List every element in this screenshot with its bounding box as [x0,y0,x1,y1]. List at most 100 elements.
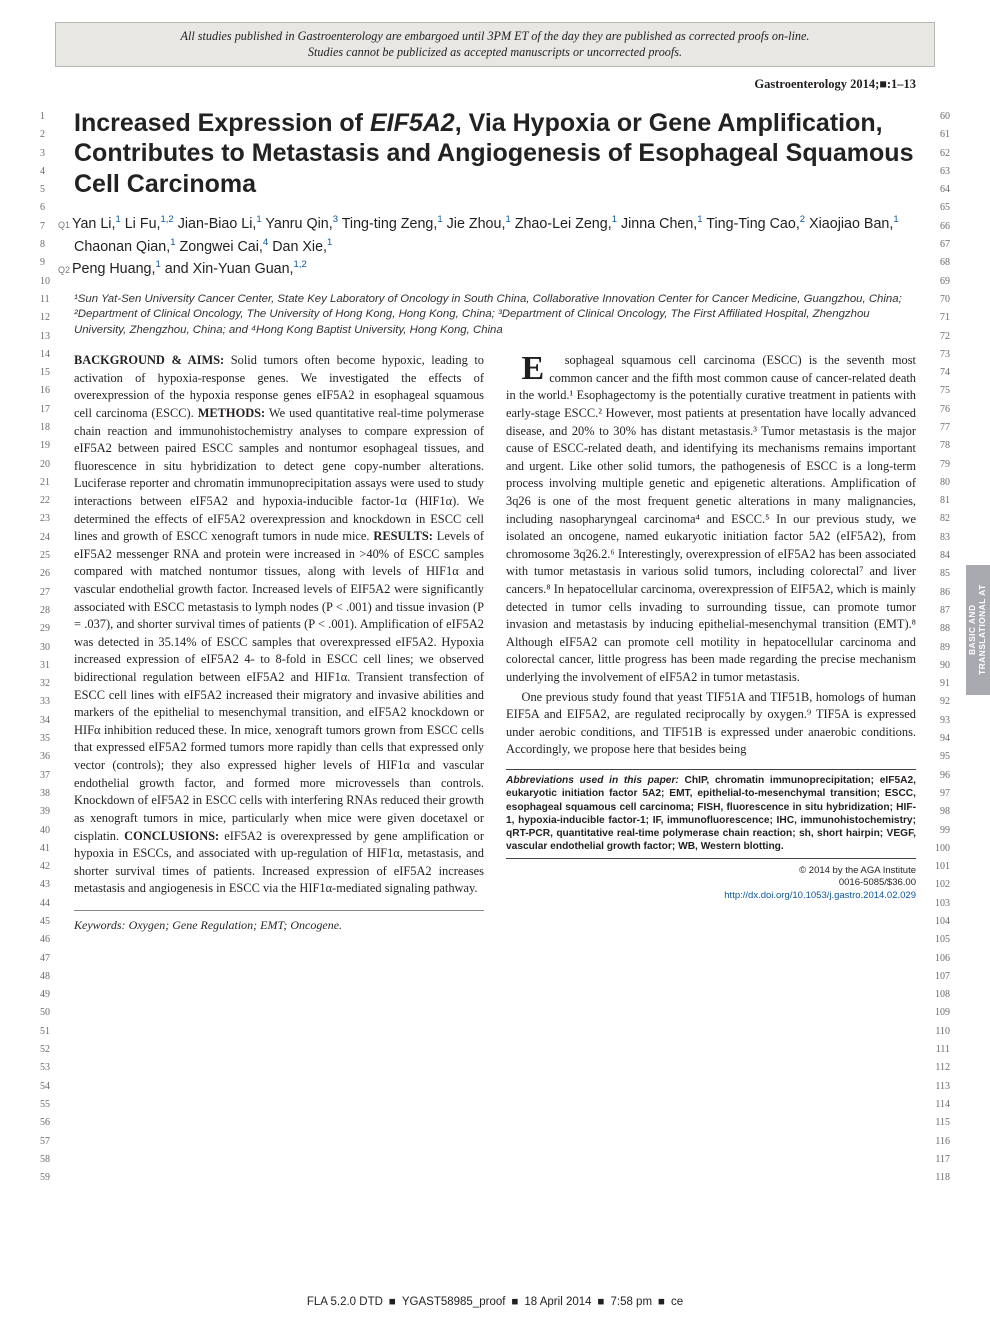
line-number: 26 [40,565,66,583]
line-number: 86 [924,584,950,602]
line-number: 18 [40,419,66,437]
line-number: 74 [924,364,950,382]
line-number: 4 [40,163,66,181]
line-number: 28 [40,602,66,620]
title-pre: Increased Expression of [74,109,370,137]
author: Jie Zhou, [447,216,506,232]
line-number: 12 [40,309,66,327]
line-number: 42 [40,858,66,876]
line-number: 105 [924,931,950,949]
keywords-text: Oxygen; Gene Regulation; EMT; Oncogene. [126,918,342,932]
line-number: 103 [924,895,950,913]
line-number: 58 [40,1151,66,1169]
line-number: 108 [924,986,950,1004]
line-number: 78 [924,437,950,455]
line-number: 31 [40,657,66,675]
author: Chaonan Qian, [74,239,170,255]
line-number: 98 [924,803,950,821]
line-number: 10 [40,273,66,291]
copyright-block: © 2014 by the AGA Institute 0016-5085/$3… [506,865,916,903]
author: Xin-Yuan Guan, [193,261,294,277]
title-gene: EIF5A2 [370,109,455,137]
line-number: 5 [40,181,66,199]
line-number: 15 [40,364,66,382]
line-number: 72 [924,328,950,346]
author-affil-ref: 1,2 [294,259,307,270]
line-number: 94 [924,730,950,748]
line-number: 47 [40,950,66,968]
author-affil-ref: 1 [170,237,175,248]
line-number: 101 [924,858,950,876]
author-affil-ref: 1 [697,215,702,226]
line-number: 113 [924,1078,950,1096]
line-number: 19 [40,437,66,455]
line-number: 71 [924,309,950,327]
embargo-line-1: All studies published in Gastroenterolog… [181,29,810,43]
line-number: 85 [924,565,950,583]
line-number: 110 [924,1023,950,1041]
line-number: 48 [40,968,66,986]
line-number: 109 [924,1004,950,1022]
abbrev-label: Abbreviations used in this paper: [506,775,679,786]
keywords: Keywords: Oxygen; Gene Regulation; EMT; … [74,910,484,934]
journal-reference: Gastroenterology 2014;■:1–13 [32,77,958,92]
line-number: 39 [40,803,66,821]
line-number: 75 [924,382,950,400]
doi-link[interactable]: http://dx.doi.org/10.1053/j.gastro.2014.… [506,890,916,903]
line-number: 25 [40,547,66,565]
line-number: 53 [40,1059,66,1077]
line-number: 62 [924,145,950,163]
line-number: 70 [924,291,950,309]
line-number: 24 [40,529,66,547]
author-affil-ref: 1 [327,237,332,248]
line-number: 100 [924,840,950,858]
line-number: 88 [924,620,950,638]
footer-ce: ce [671,1296,683,1308]
line-number: 52 [40,1041,66,1059]
author: Peng Huang, [72,261,155,277]
line-number: 91 [924,675,950,693]
line-number: 114 [924,1096,950,1114]
line-number: 1 [40,108,66,126]
line-number: 64 [924,181,950,199]
author-affil-ref: 3 [333,215,338,226]
line-number: 90 [924,657,950,675]
line-number: 118 [924,1169,950,1187]
line-number: 93 [924,712,950,730]
line-number: 40 [40,822,66,840]
line-number: 22 [40,492,66,510]
line-number: 102 [924,876,950,894]
author: Jinna Chen, [621,216,697,232]
line-number: 59 [40,1169,66,1187]
abbrev-text: ChIP, chromatin immunoprecipitation; eIF… [506,775,916,852]
line-number: 69 [924,273,950,291]
line-number: 46 [40,931,66,949]
line-number: 56 [40,1114,66,1132]
line-number: 54 [40,1078,66,1096]
embargo-line-2: Studies cannot be publicized as accepted… [308,45,682,59]
author-list: Q1Yan Li,1 Li Fu,1,2 Jian-Biao Li,1 Yanr… [74,213,916,279]
line-number: 14 [40,346,66,364]
author-affil-ref: 1 [256,215,261,226]
abstract-methods-text: We used quantitative real-time polymeras… [74,406,484,543]
line-number: 117 [924,1151,950,1169]
line-number: 13 [40,328,66,346]
line-number: 43 [40,876,66,894]
line-number: 97 [924,785,950,803]
line-number: 7 [40,218,66,236]
line-number: 29 [40,620,66,638]
affiliations: ¹Sun Yat-Sen University Cancer Center, S… [74,292,916,338]
author: Zhao-Lei Zeng, [515,216,612,232]
abstract-conclusions-head: CONCLUSIONS: [124,829,219,843]
line-number: 67 [924,236,950,254]
author-affil-ref: 1 [115,215,120,226]
keywords-label: Keywords: [74,918,126,932]
article-body: Esophageal squamous cell carcinoma (ESCC… [506,352,916,903]
line-number: 38 [40,785,66,803]
article-title: Increased Expression of EIF5A2, Via Hypo… [74,108,916,200]
line-numbers-right: 6061626364656667686970717273747576777879… [924,108,950,1188]
author: Xiaojiao Ban, [809,216,893,232]
author: Li Fu, [125,216,161,232]
line-number: 33 [40,693,66,711]
line-number: 57 [40,1133,66,1151]
